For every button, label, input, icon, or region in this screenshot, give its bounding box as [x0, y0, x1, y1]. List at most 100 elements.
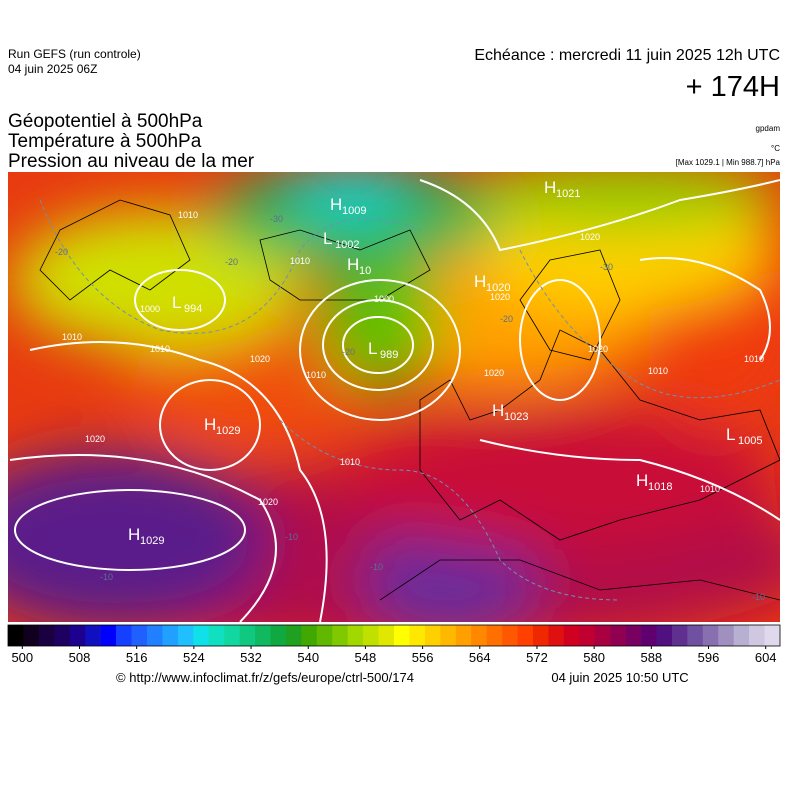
isotherm-label: -30 [600, 262, 613, 272]
pressure-center-type: H [330, 195, 342, 214]
isobar-label: 1000 [140, 304, 160, 314]
pressure-center-value: 1029 [140, 535, 164, 547]
pressure-center-type: H [544, 178, 556, 197]
pressure-center-value: 1018 [648, 481, 672, 493]
isotherms [39, 199, 780, 601]
isobar-label: 1010 [62, 332, 82, 342]
isotherm-label: -20 [225, 257, 238, 267]
valid-time: Echéance : mercredi 11 juin 2025 12h UTC [474, 47, 780, 64]
pressure-center-value: 1005 [738, 435, 762, 447]
colorbar-swatch [116, 625, 132, 646]
isobar-label: 1020 [484, 368, 504, 378]
pressure-center-value: 989 [380, 349, 398, 361]
isobars [9, 179, 780, 622]
colorbar-swatch [702, 625, 719, 646]
pressure-center-type: L [172, 293, 181, 312]
colorbar-swatch [502, 625, 518, 646]
isotherm-label: -20 [500, 314, 513, 324]
colorbar-swatch [23, 625, 40, 646]
run-date: 04 juin 2025 06Z [8, 62, 97, 76]
pressure-center-type: H [492, 401, 504, 420]
colorbar-swatch [378, 625, 395, 646]
colorbar-swatch [85, 625, 101, 646]
colorbar-tick-label: 572 [526, 650, 548, 665]
colorbar-swatch [594, 625, 611, 646]
pressure-center-type: H [347, 255, 359, 274]
run-name: Run GEFS (run controle) [8, 47, 141, 61]
colorbar-swatch [394, 625, 410, 646]
pressure-center-value: 1020 [486, 282, 510, 294]
colorbar-swatch [764, 625, 781, 646]
isotherm-label: -10 [285, 532, 298, 542]
unit-label: gpdam [756, 124, 781, 133]
pressure-center-type: L [368, 339, 377, 358]
pressure-center-type: H [128, 525, 140, 544]
lead-time: + 174H [686, 71, 780, 103]
pressure-center-type: H [636, 471, 648, 490]
pressure-center-value: 1029 [216, 425, 240, 437]
isotherm-label: -30 [270, 214, 283, 224]
colorbar-swatch [239, 625, 256, 646]
colorbar-swatch [131, 625, 148, 646]
colorbar-tick-label: 604 [755, 650, 777, 665]
pressure-center-value: 1002 [335, 239, 359, 251]
colorbar-tick-label: 596 [698, 650, 720, 665]
isobar-label: 1010 [744, 354, 764, 364]
colorbar-swatch [671, 625, 688, 646]
colorbar-frame [7, 624, 781, 647]
colorbar-swatch [455, 625, 472, 646]
isobar-label: 1010 [648, 366, 668, 376]
colorbar-swatch [424, 625, 441, 646]
colorbar-swatch [69, 625, 86, 646]
colorbar-swatch [177, 625, 194, 646]
colorbar-swatch [486, 625, 503, 646]
colorbar-swatch [255, 625, 271, 646]
pressure-center-value: 10 [359, 265, 371, 277]
source-url: © http://www.infoclimat.fr/z/gefs/europe… [116, 670, 414, 685]
isobar-label: 1020 [258, 497, 278, 507]
colorbar-swatch [38, 625, 55, 646]
colorbar-swatch [625, 625, 642, 646]
colorbar-tick-label: 556 [412, 650, 434, 665]
colorbar-swatch [162, 625, 179, 646]
colorbar-swatch [440, 625, 457, 646]
colorbar-tick-label: 524 [183, 650, 205, 665]
colorbar-swatch [270, 625, 287, 646]
colorbar-tick-label: 588 [640, 650, 662, 665]
colorbar-swatch [563, 625, 580, 646]
isotherm-label: -20 [55, 247, 68, 257]
colorbar-tick-label: 508 [69, 650, 91, 665]
isotherm-label: -10 [100, 572, 113, 582]
colorbar-swatch [100, 625, 117, 646]
colorbar-swatch [718, 625, 734, 646]
colorbar-tick-label: 532 [240, 650, 262, 665]
colorbar-tick-label: 580 [583, 650, 605, 665]
isotherm-label: -10 [370, 562, 383, 572]
pressure-center-value: 1009 [342, 205, 366, 217]
colorbar-tick-label: 540 [297, 650, 319, 665]
colorbar-tick-label: 516 [126, 650, 148, 665]
colorbar-swatch [687, 625, 704, 646]
colorbar-swatch [146, 625, 163, 646]
isobar-label: 1010 [290, 256, 310, 266]
colorbar-swatch [641, 625, 657, 646]
colorbar-swatch [285, 625, 302, 646]
isobar-label: 1010 [150, 344, 170, 354]
isobar-label: 1010 [178, 210, 198, 220]
isobar-label: 1010 [306, 370, 326, 380]
colorbar-swatch [733, 625, 750, 646]
isobar-label: 1020 [85, 434, 105, 444]
colorbar-swatch [224, 625, 240, 646]
pressure-center-type: L [726, 425, 735, 444]
colorbar-swatch [363, 625, 379, 646]
colorbar-swatch [471, 625, 487, 646]
isobar-label: 1020 [580, 232, 600, 242]
isobar-label: 1020 [490, 292, 510, 302]
colorbar-swatch [8, 625, 24, 646]
pressure-center-type: H [204, 415, 216, 434]
generated-time: 04 juin 2025 10:50 UTC [551, 670, 688, 685]
colorbar-tick-label: 564 [469, 650, 491, 665]
colorbar-swatch [610, 625, 626, 646]
colorbar-swatch [332, 625, 348, 646]
